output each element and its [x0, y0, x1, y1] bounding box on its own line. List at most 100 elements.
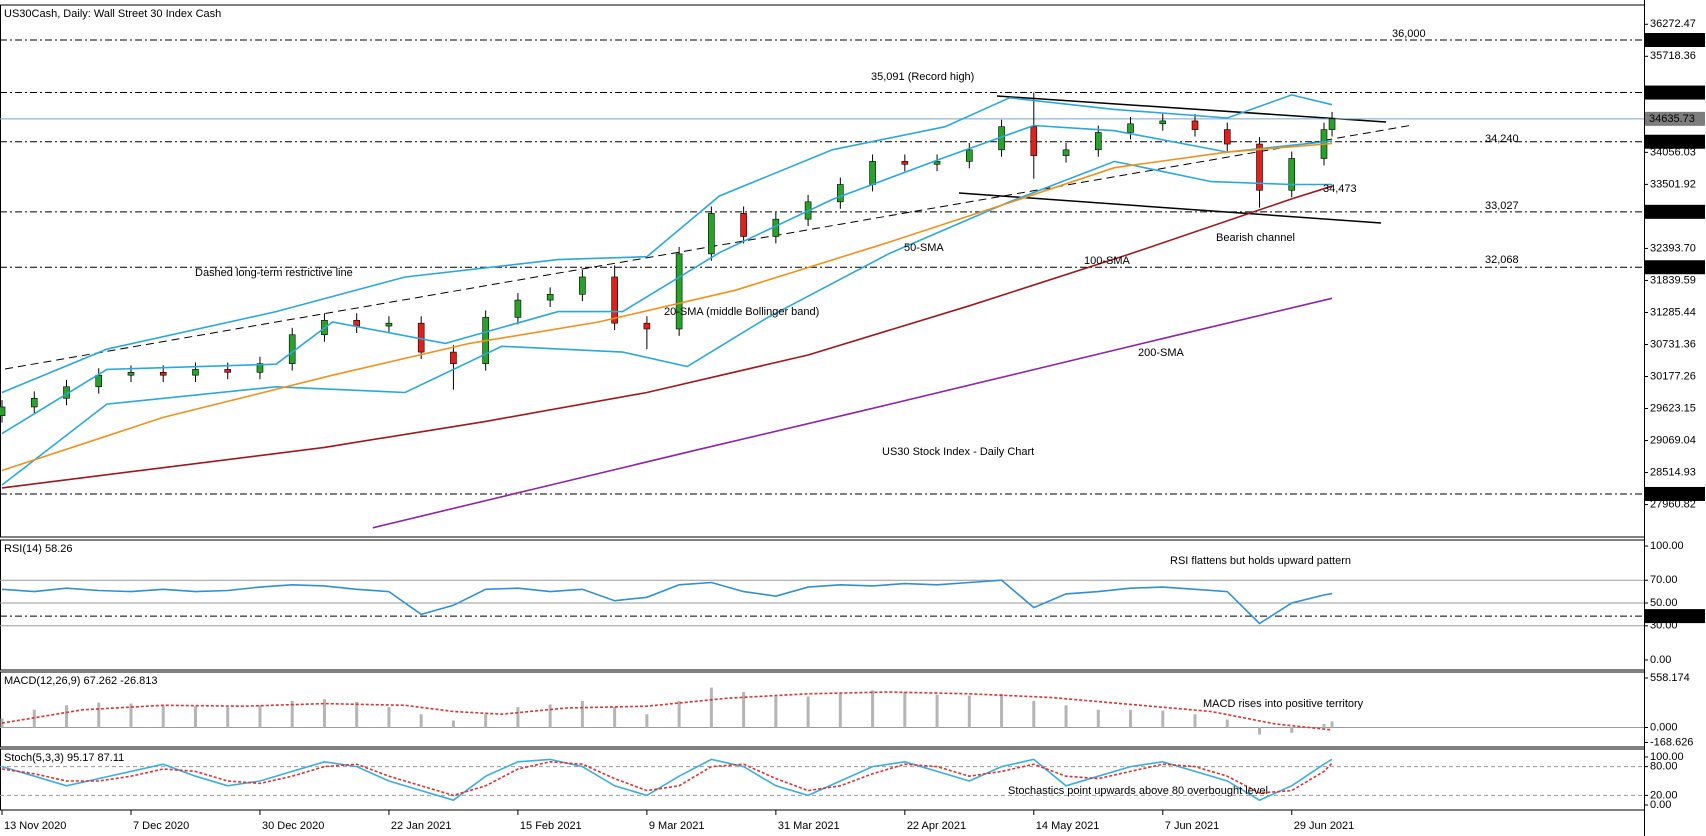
candle-body [966, 149, 973, 162]
annotation: 32,068 [1485, 254, 1519, 266]
annotation: RSI flattens but holds upward pattern [1170, 555, 1351, 567]
candle-body [1094, 132, 1102, 151]
panel-frame [0, 748, 1645, 811]
histogram-bar [451, 720, 455, 728]
series-line [1, 691, 1333, 731]
histogram-bar [1290, 727, 1294, 733]
histogram-bar [806, 696, 810, 728]
x-tick-label: 29 Jun 2021 [1294, 820, 1355, 832]
candle-body [514, 299, 522, 318]
x-tick-label: 22 Jan 2021 [391, 820, 452, 832]
candle-body [708, 213, 715, 255]
level-label: 28145.00 [1649, 488, 1695, 500]
series-line [1, 579, 1333, 625]
histogram-bar [742, 692, 746, 728]
level-label: 34635.73 [1649, 113, 1695, 125]
annotation: 34,473 [1323, 183, 1357, 195]
annotation: 33,027 [1485, 200, 1519, 212]
candle-body [0, 406, 6, 416]
histogram-bar [1225, 719, 1229, 728]
candle-body [869, 161, 876, 185]
x-tick-label: 9 Mar 2021 [649, 820, 705, 832]
level-label: 33027.00 [1649, 206, 1695, 218]
candle-body [1256, 143, 1263, 191]
histogram-bar [355, 701, 359, 728]
level-label: 34240.00 [1649, 136, 1695, 148]
candle-body [1127, 123, 1134, 133]
histogram-bar [1096, 709, 1100, 728]
histogram-bar [97, 702, 101, 728]
y-tick-label: 35718.36 [1650, 50, 1696, 62]
candle-body [288, 334, 296, 364]
candle-body [353, 319, 360, 327]
candle-body [30, 398, 38, 408]
y-tick-label: 20.00 [1650, 789, 1678, 801]
y-tick-label: 29069.04 [1650, 434, 1696, 446]
histogram-bar [548, 704, 552, 728]
annotation: US30 Stock Index - Daily Chart [882, 446, 1034, 458]
level-box [1645, 33, 1705, 48]
candle-body [159, 372, 167, 376]
y-tick-label: 50.00 [1650, 597, 1678, 609]
histogram-bar [838, 693, 842, 728]
panel-frame [0, 671, 1645, 748]
candle-body [1328, 118, 1336, 130]
candle-body [192, 369, 199, 376]
level-box [1645, 260, 1705, 275]
x-tick-label: 15 Feb 2021 [520, 820, 582, 832]
annotation: Stochastics point upwards above 80 overb… [1008, 785, 1268, 797]
histogram-bar [419, 714, 423, 728]
y-tick-label: 31285.44 [1650, 306, 1696, 318]
histogram-bar [677, 700, 681, 728]
panel-title: US30Cash, Daily: Wall Street 30 Index Ca… [4, 8, 221, 20]
histogram-bar [1000, 693, 1004, 728]
y-tick-label: 32393.70 [1650, 242, 1696, 254]
level-box [1645, 204, 1705, 219]
candle-body [675, 253, 683, 330]
histogram-bar [290, 700, 294, 728]
candle-body [95, 374, 103, 388]
series-line [1, 758, 1333, 802]
histogram-bar [1257, 727, 1261, 735]
histogram-bar [258, 705, 262, 728]
candle-body [1191, 120, 1199, 130]
histogram-bar [935, 694, 939, 728]
histogram-bar [129, 703, 133, 728]
level-box [1645, 85, 1705, 100]
annotation: 36,000 [1392, 28, 1426, 40]
level-box [1645, 609, 1705, 624]
candle-body [127, 372, 135, 376]
level-label: 35091.00 [1649, 86, 1695, 98]
histogram-bar [709, 687, 713, 728]
annotation: 35,091 (Record high) [871, 71, 974, 83]
candle-body [1062, 149, 1070, 156]
level-box [1645, 486, 1705, 501]
candle-body [224, 369, 232, 373]
histogram-bar [1032, 700, 1036, 728]
panel-frame [0, 539, 1645, 671]
annotation: 100-SMA [1084, 255, 1131, 267]
histogram-bar [1193, 714, 1197, 728]
candle-body [1030, 126, 1038, 156]
histogram-bar [322, 699, 326, 728]
x-tick-label: 13 Nov 2020 [4, 820, 66, 832]
histogram-bar [967, 695, 971, 728]
candle-body [385, 322, 393, 327]
histogram-bar [32, 709, 36, 728]
candle-body [1223, 129, 1231, 145]
y-tick-label: 28514.93 [1650, 466, 1696, 478]
annotation: 50-SMA [904, 242, 944, 254]
panel-title: MACD(12,26,9) 67.262 -26.813 [4, 675, 157, 687]
y-tick-label: 30731.36 [1650, 338, 1696, 350]
candle-body [546, 293, 554, 301]
candle-body [837, 184, 844, 203]
histogram-bar [161, 705, 165, 728]
series-line [372, 297, 1333, 529]
candle-body [901, 161, 909, 165]
annotation: Dashed long-term restrictive line [195, 267, 353, 279]
series-line [1, 142, 1333, 472]
series-line [1, 185, 1333, 489]
histogram-bar [1064, 705, 1068, 728]
